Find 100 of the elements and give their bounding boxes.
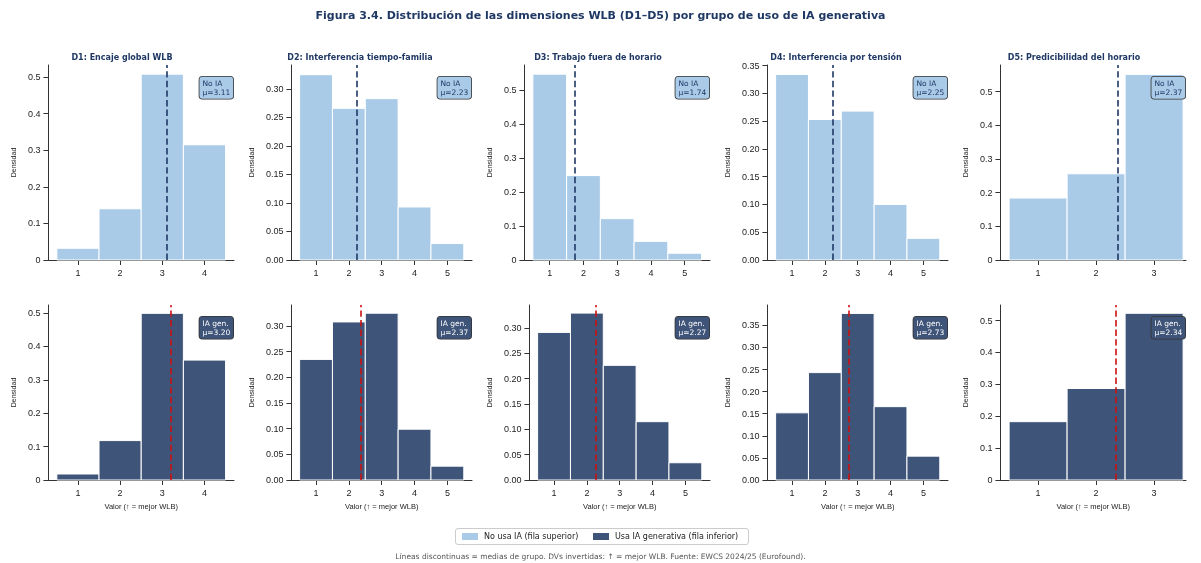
y-tick-label: 0.1 (27, 441, 41, 452)
y-tick-label: 0.5 (27, 72, 41, 83)
y-tick-label: 0.4 (503, 119, 517, 130)
y-tick-label: 0.3 (27, 145, 41, 156)
x-tick-label: 3 (159, 487, 165, 498)
x-tick-label: 3 (855, 487, 861, 498)
y-tick-label: 0 (511, 255, 517, 265)
x-tick-label: 1 (1035, 487, 1041, 498)
y-tick-label: 0.2 (27, 408, 41, 419)
x-tick-label: 1 (789, 487, 795, 498)
y-tick-label: 0.30 (265, 83, 284, 94)
y-tick-label: 0.15 (741, 408, 760, 419)
y-tick-label: 0.4 (979, 120, 993, 131)
y-tick-label: 0.3 (503, 153, 517, 164)
y-tick-label: 0.3 (27, 374, 41, 385)
y-tick-label: 0.4 (979, 347, 993, 358)
y-tick-label: 0.20 (265, 140, 284, 151)
x-tick-label: 2 (580, 267, 586, 278)
y-tick-label: 0.35 (741, 320, 760, 331)
legend-label: Usa IA generativa (fila inferior) (615, 532, 739, 541)
x-tick-label: 5 (682, 267, 688, 278)
y-tick-label: 0.25 (741, 364, 760, 375)
y-tick-label: 0.05 (741, 452, 760, 463)
x-tick-label: 3 (159, 267, 165, 278)
chart-title: D2: Interferencia tiempo-familia (287, 52, 433, 62)
y-tick-label: 0.10 (741, 430, 760, 441)
x-tick-label: 3 (614, 267, 620, 278)
x-tick-label: 1 (1035, 267, 1041, 278)
y-tick-label: 0.00 (265, 475, 284, 485)
y-tick-label: 0.30 (503, 322, 522, 333)
y-tick-label: 0.4 (27, 341, 41, 352)
y-tick-label: 0.2 (979, 411, 993, 422)
legend-label: No usa IA (fila superior) (484, 532, 579, 541)
y-tick-label: 0.00 (503, 475, 522, 485)
x-tick-label: 2 (1093, 267, 1099, 278)
chart-title: D5: Predicibilidad del horario (1007, 52, 1141, 62)
x-tick-label: 2 (346, 267, 352, 278)
x-tick-label: 4 (650, 487, 656, 498)
y-tick-label: 0.00 (265, 255, 284, 265)
y-tick-label: 0.30 (741, 88, 760, 99)
y-tick-label: 0.10 (265, 197, 284, 208)
x-tick-label: 2 (822, 267, 828, 278)
y-tick-label: 0.5 (979, 86, 993, 97)
x-tick-label: 4 (201, 487, 207, 498)
y-tick-label: 0.5 (27, 308, 41, 319)
y-tick-label: 0.05 (503, 449, 522, 460)
x-tick-label: 1 (313, 267, 319, 278)
x-tick-label: 1 (75, 487, 81, 498)
y-tick-label: 0.10 (265, 423, 284, 434)
y-tick-label: 0.10 (503, 424, 522, 435)
x-tick-label: 2 (822, 487, 828, 498)
x-tick-label: 4 (412, 487, 418, 498)
chart-title: D1: Encaje global WLB (71, 52, 173, 62)
x-tick-label: 4 (888, 487, 894, 498)
y-tick-label: 0.05 (265, 449, 284, 460)
x-tick-label: 1 (75, 267, 81, 278)
y-tick-label: 0.00 (741, 475, 760, 485)
y-tick-label: 0.15 (265, 398, 284, 409)
y-tick-label: 0.25 (265, 112, 284, 123)
chart-title: D3: Trabajo fuera de horario (534, 52, 663, 62)
x-tick-label: 1 (547, 267, 553, 278)
x-tick-label: 2 (1093, 487, 1099, 498)
y-tick-label: 0.20 (265, 372, 284, 383)
y-tick-label: 0.4 (27, 108, 41, 119)
y-tick-label: 0.5 (503, 85, 517, 96)
x-tick-label: 1 (789, 267, 795, 278)
x-tick-label: 5 (920, 487, 926, 498)
x-tick-label: 5 (682, 487, 688, 498)
y-tick-label: 0.20 (503, 373, 522, 384)
x-tick-label: 4 (412, 267, 418, 278)
y-tick-label: 0.30 (265, 321, 284, 332)
y-tick-label: 0.3 (979, 379, 993, 390)
y-tick-label: 0.2 (503, 187, 517, 198)
y-tick-label: 0.3 (979, 153, 993, 164)
x-tick-label: 1 (313, 487, 319, 498)
y-tick-label: 0.05 (265, 226, 284, 237)
y-tick-label: 0 (987, 255, 993, 265)
y-tick-label: 0.25 (265, 346, 284, 357)
chart-title: D4: Interferencia por tensión (770, 51, 902, 62)
y-tick-label: 0 (35, 475, 41, 485)
y-tick-label: 0 (987, 475, 993, 485)
y-tick-label: 0.1 (979, 443, 993, 454)
x-tick-label: 3 (1151, 267, 1157, 278)
y-tick-label: 0.00 (741, 255, 760, 265)
y-tick-label: 0.1 (503, 221, 517, 232)
x-tick-label: 4 (201, 267, 207, 278)
x-tick-label: 5 (920, 267, 926, 278)
y-tick-label: 0 (35, 255, 41, 265)
x-tick-label: 3 (379, 487, 385, 498)
y-tick-label: 0.5 (979, 315, 993, 326)
x-tick-label: 2 (584, 487, 590, 498)
x-tick-label: 4 (888, 267, 894, 278)
y-tick-label: 0.15 (503, 398, 522, 409)
y-tick-label: 0.25 (503, 348, 522, 359)
x-tick-label: 4 (648, 267, 654, 278)
x-tick-label: 2 (117, 487, 123, 498)
x-tick-label: 5 (444, 487, 450, 498)
y-tick-label: 0.15 (741, 171, 760, 182)
y-tick-label: 0.1 (979, 221, 993, 232)
y-tick-label: 0.25 (741, 116, 760, 127)
